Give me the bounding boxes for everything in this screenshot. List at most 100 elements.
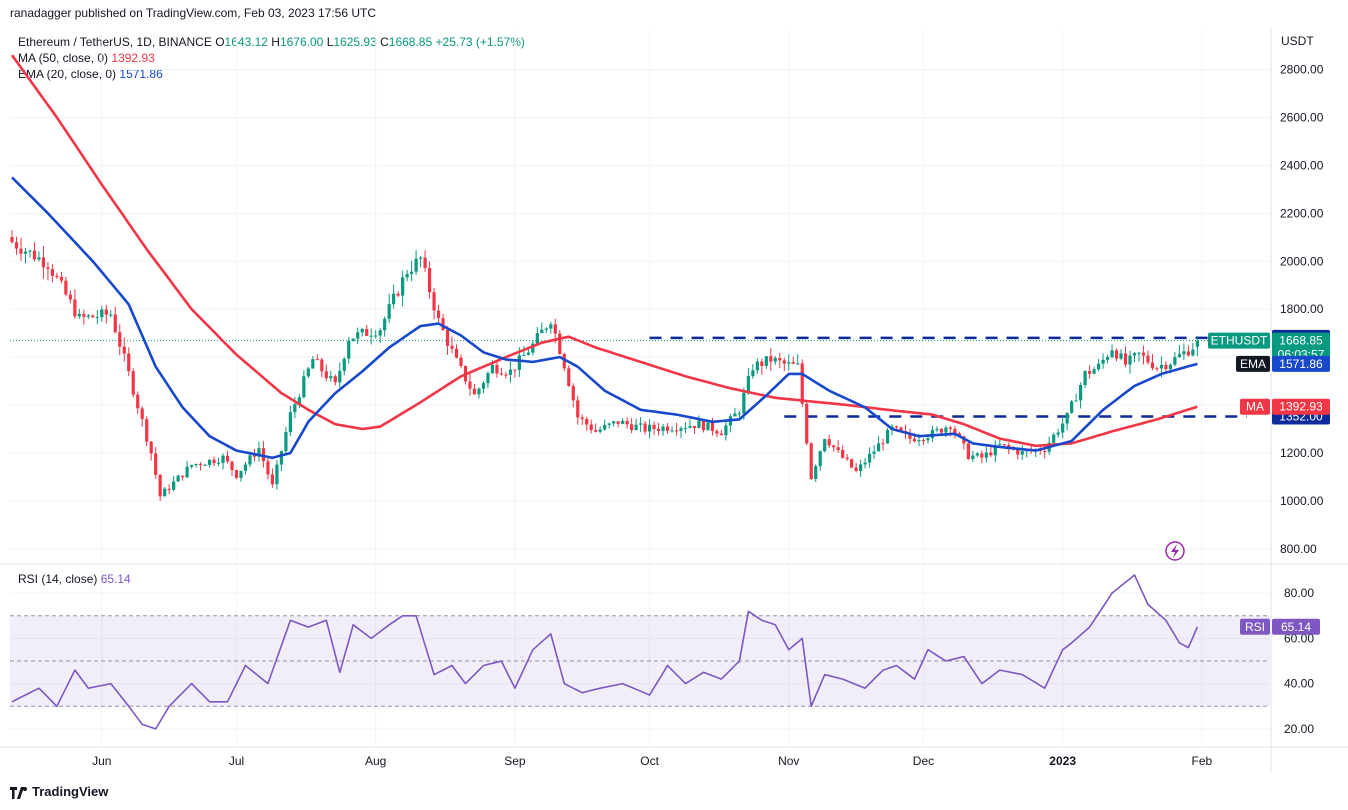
symbol-title[interactable]: Ethereum / TetherUS, 1D, BINANCE xyxy=(18,35,212,49)
rsi-line xyxy=(11,574,1199,730)
candle-body xyxy=(621,420,625,424)
candle-body xyxy=(589,424,593,431)
indicator-lines xyxy=(10,54,1199,730)
chart-extras xyxy=(1165,541,1185,561)
chart-legend: Ethereum / TetherUS, 1D, BINANCE O1643.1… xyxy=(18,34,525,82)
candle-body xyxy=(598,429,602,432)
candle-body xyxy=(1070,401,1074,413)
candle-body xyxy=(1056,432,1060,435)
candle-body xyxy=(1123,353,1128,365)
candle-body xyxy=(639,423,643,425)
candle-body xyxy=(881,443,885,445)
price-badges: 1680.001352.001668.8506:03:57ETHUSDTEMA1… xyxy=(1208,329,1330,635)
rsi-legend[interactable]: RSI (14, close) 65.14 xyxy=(18,572,131,586)
ma-legend-value: 1392.93 xyxy=(111,51,155,65)
candle-body xyxy=(468,381,472,389)
candle-body xyxy=(513,369,517,371)
candle-body xyxy=(356,332,360,339)
candle-body xyxy=(1191,349,1195,356)
candle-body xyxy=(270,474,275,485)
candle-body xyxy=(257,448,261,457)
price-tick-label: 1800.00 xyxy=(1280,302,1324,316)
candle-body xyxy=(423,257,427,268)
candle-body xyxy=(1128,355,1132,365)
candle-body xyxy=(1119,353,1123,359)
candle-body xyxy=(674,430,679,432)
candle-body xyxy=(410,271,414,274)
candle-body xyxy=(1141,352,1146,356)
candle-body xyxy=(643,423,647,432)
candle-body xyxy=(580,417,584,419)
price-tick-label: 2200.00 xyxy=(1280,206,1324,220)
candle-body xyxy=(378,330,382,336)
candle-body xyxy=(845,457,849,460)
candle-body xyxy=(805,403,809,444)
candle-body xyxy=(697,420,701,429)
candle-body xyxy=(688,425,692,428)
candle-body xyxy=(841,450,845,458)
candle-body xyxy=(980,453,984,458)
candle-body xyxy=(926,438,930,441)
low-legend: L1625.93 xyxy=(327,35,377,49)
candle-body xyxy=(405,273,409,278)
candle-body xyxy=(19,248,23,254)
candle-body xyxy=(131,371,135,395)
footer-brand: TradingView xyxy=(32,784,109,799)
candle-body xyxy=(1065,412,1069,424)
candle-body xyxy=(1132,353,1137,356)
candle-body xyxy=(338,370,342,383)
candle-body xyxy=(77,313,81,317)
candle-body xyxy=(836,447,840,451)
low-label: L xyxy=(326,35,334,49)
candle-body xyxy=(585,418,589,425)
candle-body xyxy=(59,277,63,281)
rsi-legend-label: RSI (14, close) xyxy=(18,572,98,586)
candle-body xyxy=(737,413,741,415)
candle-body xyxy=(14,242,19,249)
candle-body xyxy=(266,461,270,475)
candle-body xyxy=(427,267,432,293)
candle-body xyxy=(764,356,768,366)
candle-body xyxy=(724,425,728,436)
candle-body xyxy=(216,462,221,464)
candle-body xyxy=(32,250,37,260)
candle-body xyxy=(912,438,917,442)
candle-body xyxy=(167,488,171,490)
ma-legend-row[interactable]: MA (50, close, 0) 1392.93 xyxy=(18,50,525,66)
grid-lines xyxy=(10,30,1270,747)
candle-body xyxy=(634,424,638,430)
candle-body xyxy=(499,373,504,375)
candle-body xyxy=(239,470,243,478)
candle-body xyxy=(436,310,441,319)
rsi-tick-label: 40.00 xyxy=(1284,677,1314,691)
candle-body xyxy=(594,430,598,432)
candle-body xyxy=(553,324,557,334)
candle-body xyxy=(243,464,248,471)
candle-body xyxy=(50,269,55,276)
candle-body xyxy=(854,467,858,472)
candle-body xyxy=(486,373,490,384)
candle-body xyxy=(342,358,346,371)
candle-body xyxy=(571,386,575,401)
candle-body xyxy=(535,333,539,344)
tradingview-footer[interactable]: TradingView xyxy=(10,784,108,799)
time-tick-label: Dec xyxy=(913,754,934,768)
ema-legend-row[interactable]: EMA (20, close, 0) 1571.86 xyxy=(18,66,525,82)
candle-body xyxy=(544,328,548,330)
candle-body xyxy=(993,445,997,456)
candle-body xyxy=(607,423,611,425)
candle-body xyxy=(827,439,831,446)
candle-body xyxy=(872,451,876,454)
price-tick-label: 1000.00 xyxy=(1280,494,1324,508)
candle-body xyxy=(683,427,688,429)
candle-body xyxy=(899,427,903,432)
candle-body xyxy=(1110,350,1114,357)
candle-body xyxy=(1074,400,1078,402)
lightning-icon xyxy=(1165,541,1185,561)
ema20-line xyxy=(11,176,1198,460)
time-tick-label: Nov xyxy=(778,754,799,768)
candle-body xyxy=(10,237,14,243)
candle-body xyxy=(490,364,495,374)
ma-name-badge-bg xyxy=(1240,398,1270,415)
